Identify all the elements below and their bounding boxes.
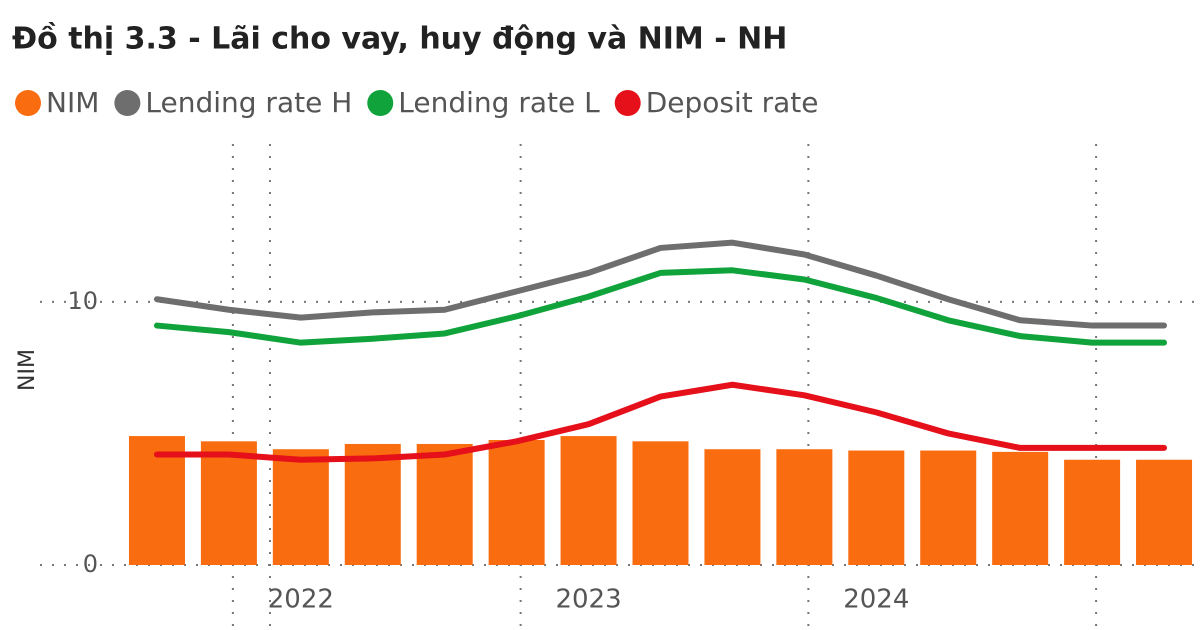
bar: [344, 443, 401, 565]
x-tick-label: 2023: [555, 585, 621, 615]
bar: [992, 451, 1049, 565]
bar: [416, 443, 473, 565]
legend-label: NIM: [46, 86, 99, 119]
bar: [560, 436, 617, 565]
bar: [1064, 459, 1121, 565]
legend-label: Lending rate H: [145, 86, 352, 119]
legend-label: Deposit rate: [646, 86, 819, 119]
bar: [200, 441, 257, 565]
bar: [848, 450, 905, 565]
legend-marker: [114, 90, 141, 116]
bar: [1136, 459, 1193, 565]
legend: NIM Lending rate H Lending rate L Deposit r…: [15, 86, 819, 119]
bar: [704, 449, 761, 565]
legend-marker: [367, 90, 394, 116]
y-tick-label: 10: [67, 287, 98, 315]
legend-label: Lending rate L: [398, 86, 600, 119]
legend-marker: [614, 90, 641, 116]
bar: [488, 440, 545, 565]
x-tick-label: 2024: [843, 585, 909, 615]
line: [153, 239, 1168, 329]
line: [153, 381, 1168, 463]
bar: [272, 449, 329, 565]
bar: [632, 441, 689, 565]
bar: [920, 450, 977, 565]
chart-title: Đồ thị 3.3 - Lãi cho vay, huy động và NI…: [12, 22, 787, 57]
legend-marker: [15, 90, 41, 116]
bar: [128, 436, 185, 565]
x-tick-label: 2022: [268, 585, 334, 615]
bar: [776, 449, 833, 565]
y-axis-label: NIM: [15, 349, 40, 391]
line: [153, 267, 1168, 346]
y-tick-label: 0: [83, 550, 98, 578]
